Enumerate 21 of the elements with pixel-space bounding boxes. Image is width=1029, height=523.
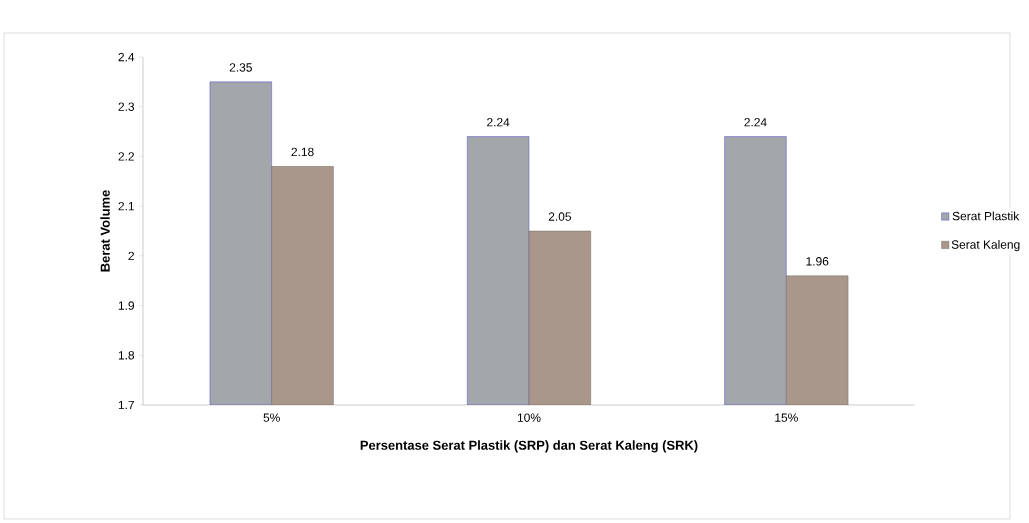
- y-axis-title: Berat Volume: [100, 190, 110, 272]
- data-label: 1.96: [806, 257, 829, 266]
- y-tick-label: 1.7: [118, 400, 134, 410]
- data-label: 2.18: [291, 147, 314, 157]
- data-label: 2.35: [229, 63, 252, 72]
- y-tick-label: 2.2: [118, 152, 134, 161]
- x-tick-label: 10%: [517, 413, 541, 422]
- y-tick-label: 2.3: [118, 102, 135, 111]
- data-label: 2.24: [487, 118, 510, 127]
- legend-label: Serat Plastik: [952, 211, 1020, 221]
- x-tick-label: 15%: [775, 413, 798, 422]
- y-tick-label: 2.4: [118, 52, 135, 62]
- x-axis-title: Persentase Serat Plastik (SRP) dan Serat Kaleng (SRK): [360, 440, 698, 453]
- y-tick-label: 1.9: [118, 301, 134, 310]
- data-label: 2.24: [744, 118, 767, 127]
- data-label: 2.05: [548, 212, 572, 221]
- y-tick-label: 1.8: [118, 351, 135, 360]
- y-tick-label: 2: [128, 251, 134, 261]
- x-tick-label: 5%: [263, 413, 280, 422]
- y-tick-label: 2.1: [118, 201, 134, 211]
- legend-label: Serat Kaleng: [951, 239, 1020, 252]
